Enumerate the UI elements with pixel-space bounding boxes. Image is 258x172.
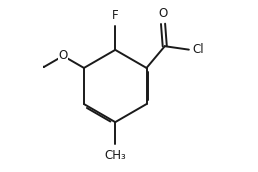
Text: CH₃: CH₃ — [104, 149, 126, 162]
Text: F: F — [112, 8, 119, 22]
Text: O: O — [59, 49, 68, 62]
Text: Cl: Cl — [192, 43, 204, 56]
Text: O: O — [158, 7, 168, 20]
